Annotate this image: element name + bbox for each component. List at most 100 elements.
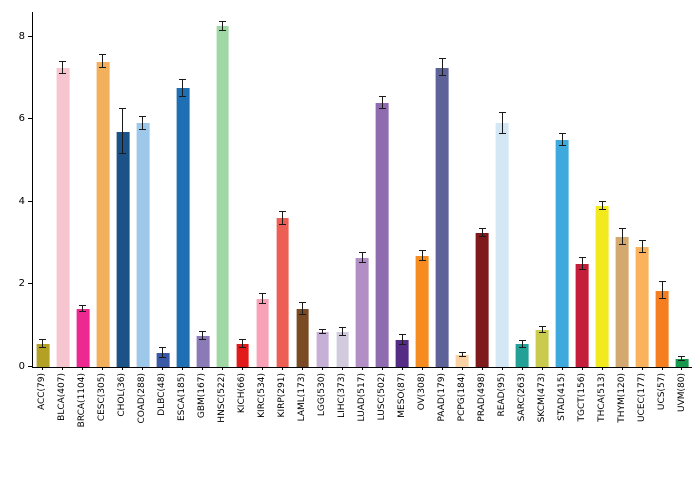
bar-THCA(513) [595, 206, 609, 367]
x-label-cell: BLCA(407) [52, 373, 72, 480]
bar-slot [512, 12, 532, 370]
error-bar-cap-top [598, 200, 606, 202]
x-tick-label: PAAD(179) [436, 373, 447, 422]
bar-THYM(120) [615, 236, 629, 367]
bar-SKCM(473) [535, 329, 549, 367]
plot-area: 0 2 4 6 8 [19, 12, 692, 372]
x-label-cell: THCA(513) [592, 373, 612, 480]
error-bar-line [641, 241, 643, 254]
error-bar-cap-top [339, 326, 347, 328]
x-tick-mark [222, 367, 224, 370]
x-tick-mark [242, 367, 244, 370]
bar-slot [133, 12, 153, 370]
x-tick-mark [421, 367, 423, 370]
error-bar-line [381, 96, 383, 110]
error-bar-cap-bottom [339, 335, 347, 337]
x-tick-mark [342, 367, 344, 370]
error-bar-line [461, 352, 463, 357]
error-bar-cap-top [99, 54, 107, 56]
x-label-cell: ACC(79) [32, 373, 52, 480]
x-tick-label: LAML(173) [296, 373, 307, 422]
error-bar-cap-top [79, 305, 87, 307]
error-bar-cap-top [119, 108, 127, 110]
y-tick-mark [28, 35, 32, 37]
error-bar-cap-top [498, 112, 506, 114]
x-tick-mark [361, 367, 363, 370]
bar-BRCA(1104) [76, 309, 90, 367]
error-bar-cap-top [139, 116, 147, 118]
bar-slot [612, 12, 632, 370]
x-tick-label: UVM(80) [676, 373, 687, 412]
y-tick-label: 0 [18, 361, 25, 372]
x-tick-mark [521, 367, 523, 370]
error-bar-cap-top [319, 328, 327, 330]
x-label-cell: OV(308) [412, 373, 432, 480]
bar-slot [652, 12, 672, 370]
x-tick-label: KIRP(291) [276, 373, 287, 418]
error-bar-cap-bottom [558, 145, 566, 147]
error-bar-cap-bottom [378, 108, 386, 110]
x-label-cell: KICH(66) [232, 373, 252, 480]
x-tick-mark [82, 367, 84, 370]
x-label-cell: COAD(288) [132, 373, 152, 480]
x-tick-mark [142, 367, 144, 370]
x-label-cell: SKCM(473) [532, 373, 552, 480]
x-tick-label: TGCT(156) [576, 373, 587, 422]
x-label-cell: READ(95) [492, 373, 512, 480]
x-tick-label: LUSC(502) [376, 373, 387, 421]
x-tick-mark [202, 367, 204, 370]
bar-KIRC(534) [256, 298, 270, 367]
error-bar-line [581, 257, 583, 270]
y-tick-label: 8 [18, 30, 25, 42]
x-tick-mark [401, 367, 403, 370]
x-label-cell: THYM(120) [612, 373, 632, 480]
error-bar-cap-bottom [418, 259, 426, 261]
x-label-cell: HNSC(522) [212, 373, 232, 480]
x-label-cell: UCEC(177) [632, 373, 652, 480]
bar-slot [273, 12, 293, 370]
error-bar-line [342, 327, 344, 337]
error-bar-cap-top [578, 256, 586, 258]
x-tick-mark [381, 367, 383, 370]
x-tick-label: GBM(167) [196, 373, 207, 419]
bar-slot [213, 12, 233, 370]
error-bar-line [501, 113, 503, 134]
bar-CESC(305) [96, 61, 110, 367]
bar-slot [532, 12, 552, 370]
error-bar-cap-top [39, 339, 47, 341]
error-bar-line [302, 303, 304, 316]
error-bar-line [142, 117, 144, 130]
error-bar-cap-top [418, 249, 426, 251]
x-label-cell: CESC(305) [92, 373, 112, 480]
x-tick-label: KIRC(534) [256, 373, 267, 418]
bar-slot [452, 12, 472, 370]
error-bar-line [102, 55, 104, 68]
error-bar-line [681, 356, 683, 361]
error-bar-line [122, 109, 124, 155]
error-bar-cap-bottom [438, 74, 446, 76]
error-bar-cap-bottom [538, 332, 546, 334]
bar-ESCA(185) [176, 88, 190, 367]
x-tick-mark [561, 367, 563, 370]
bar-LUAD(517) [356, 257, 369, 367]
error-bar-cap-top [59, 60, 67, 62]
x-tick-label: CESC(305) [96, 373, 107, 422]
bar-MESO(87) [396, 340, 409, 367]
error-bar-cap-bottom [398, 344, 406, 346]
bar-slot [153, 12, 173, 370]
y-tick-label: 4 [18, 195, 25, 207]
bar-PCPG(184) [455, 354, 469, 367]
x-tick-mark [182, 367, 184, 370]
x-tick-mark [282, 367, 284, 370]
x-tick-label: MESO(87) [396, 373, 407, 418]
x-tick-mark [481, 367, 483, 370]
x-tick-mark [302, 367, 304, 370]
x-label-cell: CHOL(36) [112, 373, 132, 480]
bar-slot [392, 12, 412, 370]
error-bar-cap-top [478, 227, 486, 229]
bar-BLCA(407) [56, 67, 70, 367]
x-label-cell: LUAD(517) [352, 373, 372, 480]
bar-slot [73, 12, 93, 370]
error-bar-cap-top [458, 351, 466, 353]
x-tick-label: BLCA(407) [56, 373, 67, 421]
